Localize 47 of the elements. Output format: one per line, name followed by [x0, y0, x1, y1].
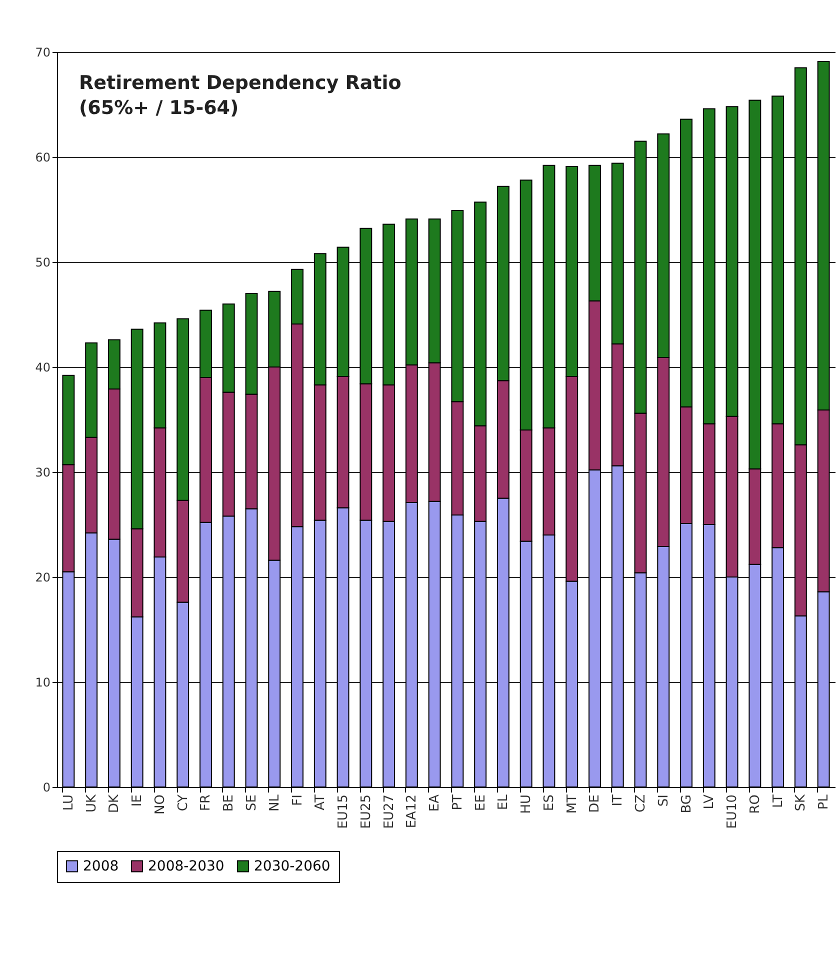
y-tick-label: 60: [35, 150, 50, 164]
x-tick-label: NO: [152, 794, 168, 814]
x-tick-label: EA: [428, 794, 443, 812]
x-tick-label: PT: [450, 794, 466, 810]
x-tick-label: DK: [107, 794, 122, 814]
y-tick-label: 0: [42, 780, 50, 794]
y-tick-label: 10: [35, 676, 50, 690]
x-tick-label: FR: [198, 794, 214, 812]
x-tick-label: NL: [267, 794, 282, 812]
x-tick-label: EU10: [725, 794, 740, 829]
x-tick-label: MT: [564, 794, 580, 814]
y-tick-label: 40: [35, 360, 50, 374]
x-tick-label: CZ: [634, 794, 648, 812]
x-tick-label: SI: [656, 794, 672, 807]
x-tick-label: EE: [473, 794, 488, 811]
x-tick-label: LU: [61, 794, 76, 811]
x-tick-label: EU15: [336, 794, 352, 829]
x-tick-label: AT: [313, 794, 328, 810]
x-tick-label: EU25: [358, 794, 374, 829]
x-tick-label: EL: [496, 794, 512, 810]
x-tick-label: UK: [84, 794, 100, 813]
x-tick-label: RO: [748, 794, 763, 814]
legend-label: 2008-2030: [148, 858, 224, 874]
x-tick-label: PL: [816, 794, 832, 810]
x-tick-label: ES: [542, 794, 557, 811]
y-tick-label: 50: [35, 256, 50, 270]
x-tick-label: CY: [176, 794, 191, 812]
x-tick-label: IE: [130, 794, 146, 807]
text: Retirement Dependency Ratio: [79, 72, 402, 94]
text: (65%+ / 15-64): [79, 97, 239, 119]
x-tick-label: HU: [519, 794, 534, 814]
x-tick-label: LT: [770, 794, 786, 808]
y-tick-label: 70: [35, 46, 50, 60]
x-tick-label: FI: [290, 794, 306, 806]
legend-label: 2030-2060: [254, 858, 330, 874]
x-tick-label: BG: [679, 794, 694, 814]
x-tick-label: IT: [610, 794, 626, 806]
x-tick-label: EA12: [404, 794, 420, 828]
x-tick-label: SE: [244, 794, 260, 811]
y-tick-label: 30: [35, 466, 50, 480]
x-tick-label: DE: [588, 794, 603, 813]
x-tick-label: EU27: [382, 794, 397, 829]
x-tick-label: LV: [702, 794, 718, 810]
y-tick-label: 20: [35, 570, 50, 584]
legend-label: 2008: [83, 858, 119, 874]
x-tick-label: SK: [794, 794, 809, 812]
x-tick-label: BE: [222, 794, 237, 812]
